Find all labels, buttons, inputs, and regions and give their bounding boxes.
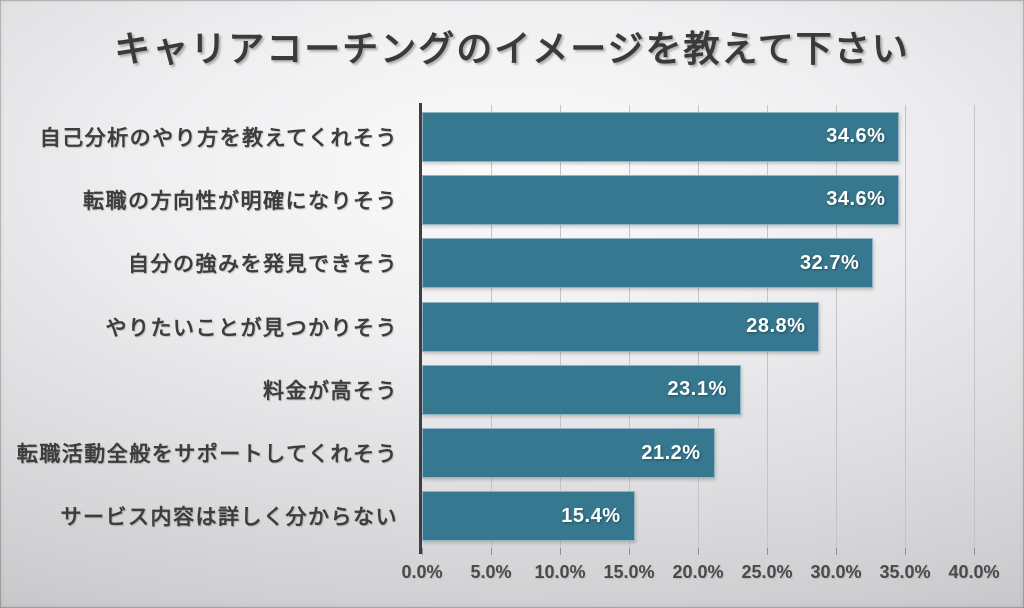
gridline: [836, 105, 837, 548]
axis-tick: [905, 548, 906, 555]
category-label: 転職の方向性が明確になりそう: [83, 189, 398, 213]
x-tick-label: 10.0%: [534, 562, 586, 582]
bar-value-label: 15.4%: [561, 504, 621, 527]
x-tick-label: 40.0%: [948, 562, 1000, 582]
category-label: 転職活動全般をサポートしてくれそう: [16, 443, 398, 467]
bar: 34.6%: [422, 174, 900, 225]
bar: 23.1%: [422, 364, 741, 415]
x-tick-label: 25.0%: [741, 562, 793, 582]
x-tick-label: 5.0%: [470, 562, 512, 582]
bar: 32.7%: [422, 238, 874, 289]
bar-value-label: 28.8%: [746, 315, 806, 337]
axis-tick: [422, 548, 423, 555]
category-axis-line: [419, 103, 422, 554]
bar-value-label: 32.7%: [800, 251, 860, 274]
category-label: やりたいことが見つかりそう: [105, 316, 398, 340]
axis-tick: [491, 548, 492, 555]
bar: 28.8%: [422, 301, 820, 352]
bar: 15.4%: [422, 491, 635, 542]
axis-tick: [836, 548, 837, 555]
gridline: [905, 105, 906, 548]
category-label: 自分の強みを発見できそう: [128, 253, 398, 277]
x-tick-label: 20.0%: [672, 562, 724, 582]
x-tick-label: 15.0%: [603, 562, 655, 582]
category-label: 料金が高そう: [263, 379, 398, 403]
gridline: [974, 105, 975, 548]
axis-tick: [560, 548, 561, 555]
axis-tick: [698, 548, 699, 555]
bar-value-label: 34.6%: [826, 125, 886, 148]
x-tick-label: 30.0%: [810, 562, 862, 582]
x-tick-label: 35.0%: [879, 562, 931, 582]
category-label: 自己分析のやり方を教えてくれそう: [39, 126, 398, 150]
bar-value-label: 34.6%: [826, 188, 886, 211]
plot-area: 34.6% 34.6% 32.7% 28.8% 23.1% 21.2% 15.4%: [419, 103, 975, 555]
axis-tick: [629, 548, 630, 555]
category-label: サービス内容は詳しく分からない: [60, 506, 398, 530]
axis-tick: [974, 548, 975, 555]
bar-value-label: 21.2%: [641, 441, 701, 464]
bar: 34.6%: [422, 111, 900, 162]
bar: 21.2%: [422, 428, 715, 479]
axis-tick: [767, 548, 768, 555]
x-tick-label: 0.0%: [401, 562, 443, 582]
chart-title: キャリアコーチングのイメージを教えて下さい: [114, 28, 910, 69]
bar-value-label: 23.1%: [667, 378, 727, 401]
